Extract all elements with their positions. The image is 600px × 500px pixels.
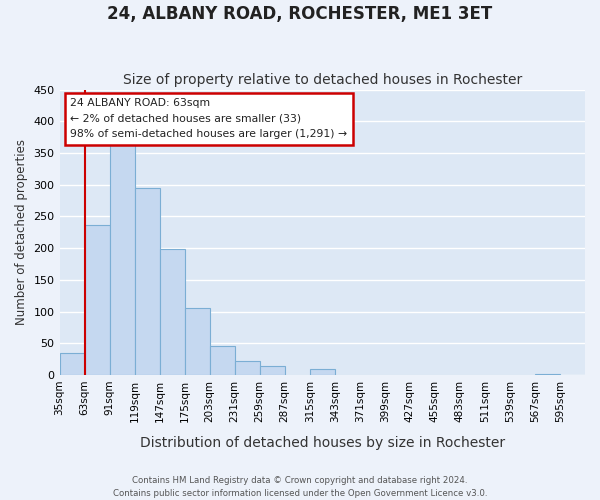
Bar [110,142,134,375]
Title: Size of property relative to detached houses in Rochester: Size of property relative to detached ho… [122,73,522,87]
Bar [310,369,335,375]
Bar [260,366,285,375]
Bar [59,353,85,375]
Bar [235,360,260,375]
Bar [160,250,185,375]
Bar [134,188,160,375]
Bar [209,346,235,375]
Text: 24, ALBANY ROAD, ROCHESTER, ME1 3ET: 24, ALBANY ROAD, ROCHESTER, ME1 3ET [107,5,493,23]
Text: 24 ALBANY ROAD: 63sqm
← 2% of detached houses are smaller (33)
98% of semi-detac: 24 ALBANY ROAD: 63sqm ← 2% of detached h… [70,98,347,140]
X-axis label: Distribution of detached houses by size in Rochester: Distribution of detached houses by size … [140,436,505,450]
Bar [535,374,560,375]
Text: Contains HM Land Registry data © Crown copyright and database right 2024.
Contai: Contains HM Land Registry data © Crown c… [113,476,487,498]
Bar [85,224,110,375]
Y-axis label: Number of detached properties: Number of detached properties [15,140,28,326]
Bar [185,308,209,375]
